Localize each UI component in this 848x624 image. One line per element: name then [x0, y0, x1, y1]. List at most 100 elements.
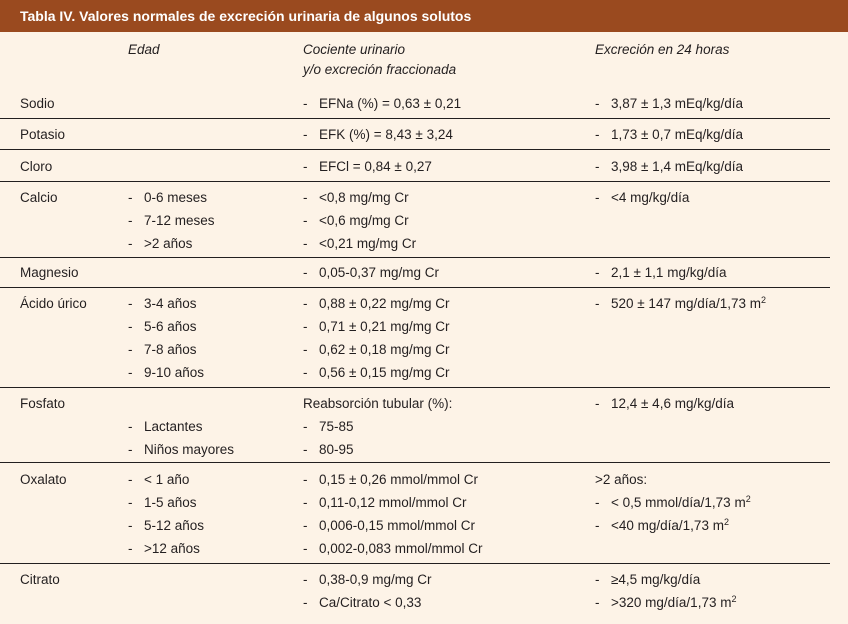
- superscript: 2: [731, 594, 737, 604]
- ratio-cell-text: 0,006-0,15 mmol/mmol Cr: [319, 518, 476, 533]
- list-dash: -: [303, 472, 308, 487]
- row-divider: [0, 118, 830, 119]
- ratio-cell-text: 0,05-0,37 mg/mg Cr: [319, 265, 440, 280]
- age-cell-line: - Niños mayores: [128, 438, 234, 461]
- superscript: 2: [761, 295, 767, 305]
- excretion-cell: -2,1 ± 1,1 mg/kg/día: [595, 261, 726, 284]
- age-cell-text: Niños mayores: [144, 442, 235, 457]
- age-cell-line: - >12 años: [128, 537, 204, 560]
- list-dash: -: [595, 96, 600, 111]
- excretion-cell-text: >2 años:: [595, 472, 648, 487]
- ratio-cell-text: <0,8 mg/mg Cr: [319, 190, 409, 205]
- excretion-cell: -3,98 ± 1,4 mEq/kg/día: [595, 155, 743, 178]
- ratio-cell-line: Reabsorción tubular (%):: [303, 392, 452, 415]
- row-divider: [0, 287, 830, 288]
- excretion-cell-line: - < 0,5 mmol/día/1,73 m2: [595, 491, 751, 514]
- list-dash: -: [595, 127, 600, 142]
- list-dash: -: [128, 190, 133, 205]
- row-divider: [0, 149, 830, 150]
- row-divider: [0, 462, 830, 463]
- list-dash: -: [128, 419, 133, 434]
- list-dash: -: [128, 296, 133, 311]
- age-cell: -0-6 meses -7-12 meses - >2 años: [128, 186, 215, 255]
- ratio-cell: - <0,8 mg/mg Cr - <0,6 mg/mg Cr - <0,21 mg/mg…: [303, 186, 416, 255]
- ratio-cell-line: -0,006-0,15 mmol/mmol Cr: [303, 514, 483, 537]
- list-dash: -: [595, 518, 600, 533]
- age-cell-text: 7-12 meses: [144, 213, 215, 228]
- list-dash: -: [303, 442, 308, 457]
- excretion-cell: -1,73 ± 0,7 mEq/kg/día: [595, 123, 743, 146]
- ratio-cell-line: - <0,6 mg/mg Cr: [303, 209, 416, 232]
- ratio-cell-text: EFCl = 0,84 ± 0,27: [319, 159, 432, 174]
- ratio-cell-line: - EFK (%) = 8,43 ± 3,24: [303, 123, 453, 146]
- list-dash: -: [303, 419, 308, 434]
- solute-name: Oxalato: [20, 472, 67, 487]
- ratio-cell-line: -0,62 ± 0,18 mg/mg Cr: [303, 338, 449, 361]
- age-cell-line: -7-8 años: [128, 338, 204, 361]
- excretion-cell-line: -3,87 ± 1,3 mEq/kg/día: [595, 92, 743, 115]
- ratio-cell: Reabsorción tubular (%): -75-85-80-95: [303, 392, 452, 461]
- list-dash: -: [128, 442, 133, 457]
- ratio-cell: - EFNa (%) = 0,63 ± 0,21: [303, 92, 461, 115]
- excretion-cell: -12,4 ± 4,6 mg/kg/día: [595, 392, 734, 415]
- excretion-cell-text: 2,1 ± 1,1 mg/kg/día: [611, 265, 727, 280]
- solute-name: Citrato: [20, 572, 60, 587]
- list-dash: -: [303, 190, 308, 205]
- list-dash: -: [595, 595, 600, 610]
- list-dash: -: [128, 319, 133, 334]
- list-dash: -: [128, 213, 133, 228]
- ratio-cell-text: 0,15 ± 0,26 mmol/mmol Cr: [319, 472, 478, 487]
- age-cell-text: 0-6 meses: [144, 190, 208, 205]
- age-cell-line: -3-4 años: [128, 292, 204, 315]
- age-cell-line: -5-12 años: [128, 514, 204, 537]
- list-dash: -: [303, 518, 308, 533]
- excretion-cell-text: < 0,5 mmol/día/1,73 m: [611, 495, 746, 510]
- age-cell-line: - >2 años: [128, 232, 215, 255]
- list-dash: -: [128, 365, 133, 380]
- list-dash: -: [595, 190, 600, 205]
- ratio-cell-text: 0,62 ± 0,18 mg/mg Cr: [319, 342, 450, 357]
- list-dash: -: [303, 265, 308, 280]
- list-dash: -: [303, 342, 308, 357]
- age-cell-line: -0-6 meses: [128, 186, 215, 209]
- list-dash: -: [303, 236, 308, 251]
- row-divider: [0, 563, 830, 564]
- age-cell-text: < 1 año: [144, 472, 190, 487]
- list-dash: -: [303, 365, 308, 380]
- ratio-cell-text: Ca/Citrato < 0,33: [319, 595, 422, 610]
- ratio-cell-text: 0,71 ± 0,21 mg/mg Cr: [319, 319, 450, 334]
- ratio-cell-text: 0,002-0,083 mmol/mmol Cr: [319, 541, 483, 556]
- ratio-cell-text: <0,6 mg/mg Cr: [319, 213, 409, 228]
- solute-name: Ácido úrico: [20, 296, 87, 311]
- ratio-cell-text: 0,88 ± 0,22 mg/mg Cr: [319, 296, 450, 311]
- ratio-cell-line: -0,71 ± 0,21 mg/mg Cr: [303, 315, 449, 338]
- table-title: Tabla IV. Valores normales de excreción …: [0, 0, 848, 32]
- age-cell-text: 3-4 años: [144, 296, 197, 311]
- excretion-cell-line: -2,1 ± 1,1 mg/kg/día: [595, 261, 726, 284]
- age-cell-line: -7-12 meses: [128, 209, 215, 232]
- excretion-cell-line: - <40 mg/día/1,73 m2: [595, 514, 751, 537]
- list-dash: -: [595, 159, 600, 174]
- excretion-cell: - <4 mg/kg/día: [595, 186, 689, 209]
- list-dash: -: [595, 296, 600, 311]
- ratio-cell-line: -80-95: [303, 438, 452, 461]
- list-dash: -: [128, 342, 133, 357]
- superscript: 2: [745, 494, 751, 504]
- ratio-cell-line: -75-85: [303, 415, 452, 438]
- ratio-cell-text: 0,56 ± 0,15 mg/mg Cr: [319, 365, 450, 380]
- excretion-cell-line: - >320 mg/día/1,73 m2: [595, 591, 736, 614]
- ratio-cell-line: - <0,21 mg/mg Cr: [303, 232, 416, 255]
- excretion-cell-text: <4 mg/kg/día: [611, 190, 690, 205]
- age-cell-text: >12 años: [144, 541, 200, 556]
- excretion-cell-text: >320 mg/día/1,73 m: [611, 595, 732, 610]
- ratio-cell: - EFK (%) = 8,43 ± 3,24: [303, 123, 453, 146]
- list-dash: -: [303, 96, 308, 111]
- age-cell-line: - Lactantes: [128, 415, 234, 438]
- excretion-cell-text: 3,87 ± 1,3 mEq/kg/día: [611, 96, 743, 111]
- list-dash: -: [595, 572, 600, 587]
- age-cell-text: Lactantes: [144, 419, 203, 434]
- ratio-cell: -0,38-0,9 mg/mg Cr - Ca/Citrato < 0,33: [303, 568, 432, 614]
- excretion-cell-text: ≥4,5 mg/kg/día: [611, 572, 701, 587]
- list-dash: -: [303, 595, 308, 610]
- solute-name: Magnesio: [20, 265, 79, 280]
